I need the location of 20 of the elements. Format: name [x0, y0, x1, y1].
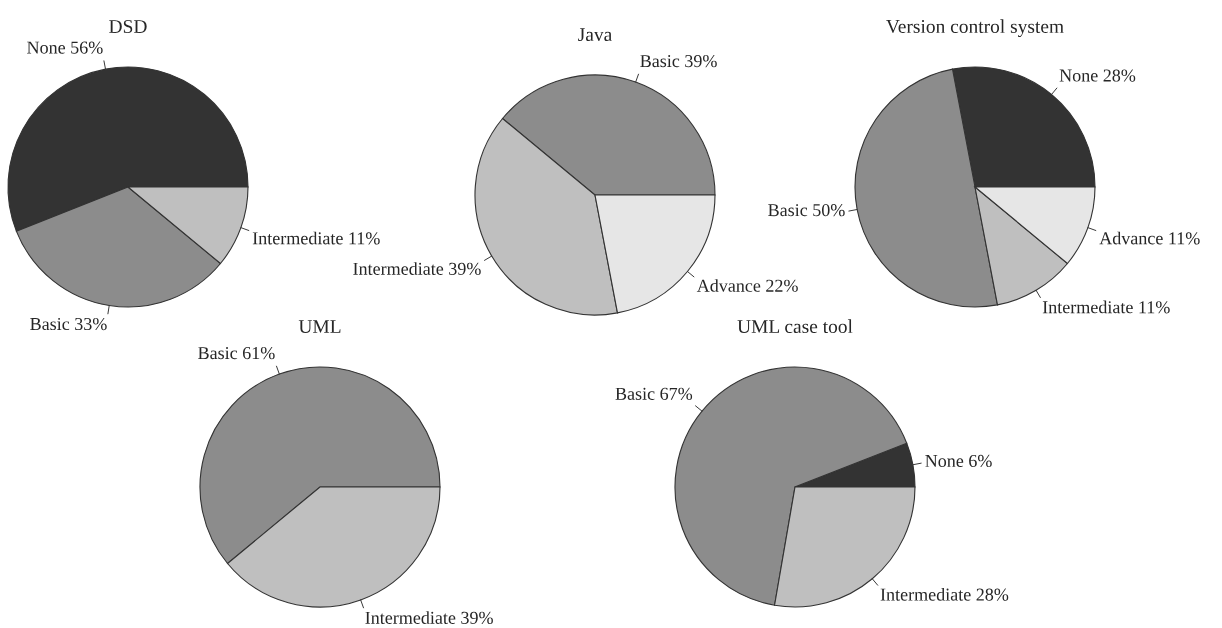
slice-label: Basic 67% — [615, 387, 693, 400]
chart-title: UML — [298, 320, 341, 334]
slice-label: Basic 50% — [768, 204, 845, 217]
slice-label: None 6% — [925, 454, 992, 468]
slice-label: Intermediate 11% — [252, 231, 380, 245]
chart-title: Java — [578, 28, 613, 42]
slice-label: None 28% — [1059, 69, 1136, 82]
slice-label: Intermediate 28% — [880, 587, 1009, 601]
slice-label: Basic 33% — [30, 317, 107, 331]
slice-label: Advance 22% — [696, 279, 798, 292]
slice-label: Basic 39% — [640, 54, 717, 68]
slice-label: None 56% — [27, 41, 103, 54]
slice-label: Intermediate 39% — [365, 611, 493, 624]
chart-title: DSD — [109, 19, 147, 34]
slice-label: Intermediate 39% — [353, 262, 481, 275]
slice-label: Advance 11% — [1099, 231, 1200, 245]
chart-title: Version control system — [886, 19, 1064, 37]
slice-label: Basic 61% — [198, 346, 275, 360]
chart-title: UML case tool — [737, 319, 853, 334]
slice-label: Intermediate 11% — [1042, 300, 1170, 314]
